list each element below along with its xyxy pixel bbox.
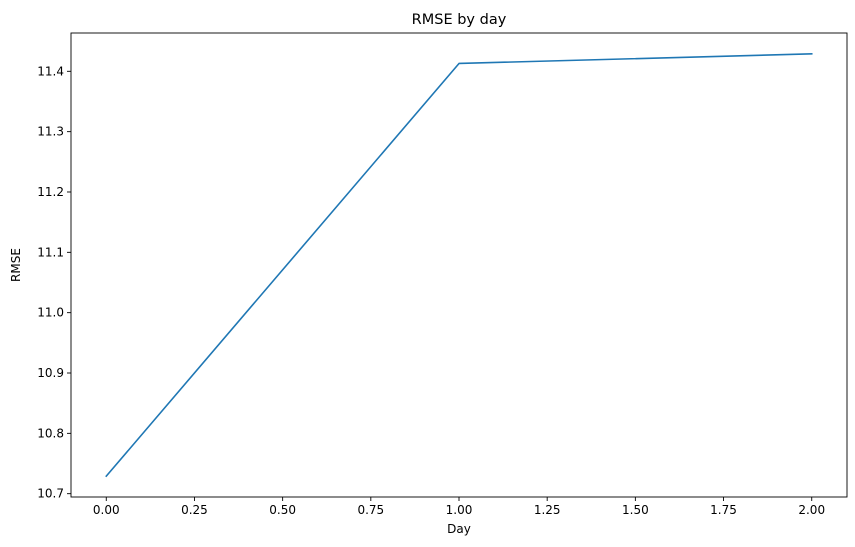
x-tick-label: 0.25 (181, 503, 208, 517)
y-tick-label: 11.1 (37, 245, 64, 259)
x-tick-label: 1.50 (622, 503, 649, 517)
y-tick-label: 11.0 (37, 306, 64, 320)
x-axis: 0.00 0.25 0.50 0.75 1.00 1.25 1.50 1.75 2.00 (93, 497, 825, 517)
y-axis-label: RMSE (9, 248, 23, 282)
y-tick-label: 10.9 (37, 366, 64, 380)
x-tick-label: 1.75 (710, 503, 737, 517)
x-tick-label: 0.50 (269, 503, 296, 517)
y-axis: 10.7 10.8 10.9 11.0 11.1 11.2 11.3 11.4 (37, 64, 71, 501)
x-tick-label: 0.75 (357, 503, 384, 517)
y-tick-label: 10.8 (37, 426, 64, 440)
x-tick-label: 0.00 (93, 503, 120, 517)
chart-title: RMSE by day (412, 12, 507, 28)
x-tick-label: 2.00 (798, 503, 825, 517)
y-tick-label: 10.7 (37, 487, 64, 501)
y-tick-label: 11.4 (37, 64, 64, 78)
y-tick-label: 11.2 (37, 185, 64, 199)
series-line-0 (105, 52, 813, 478)
x-tick-label: 1.25 (534, 503, 561, 517)
x-axis-label: Day (447, 522, 471, 536)
y-tick-label: 11.3 (37, 125, 64, 139)
x-tick-label: 1.00 (446, 503, 473, 517)
